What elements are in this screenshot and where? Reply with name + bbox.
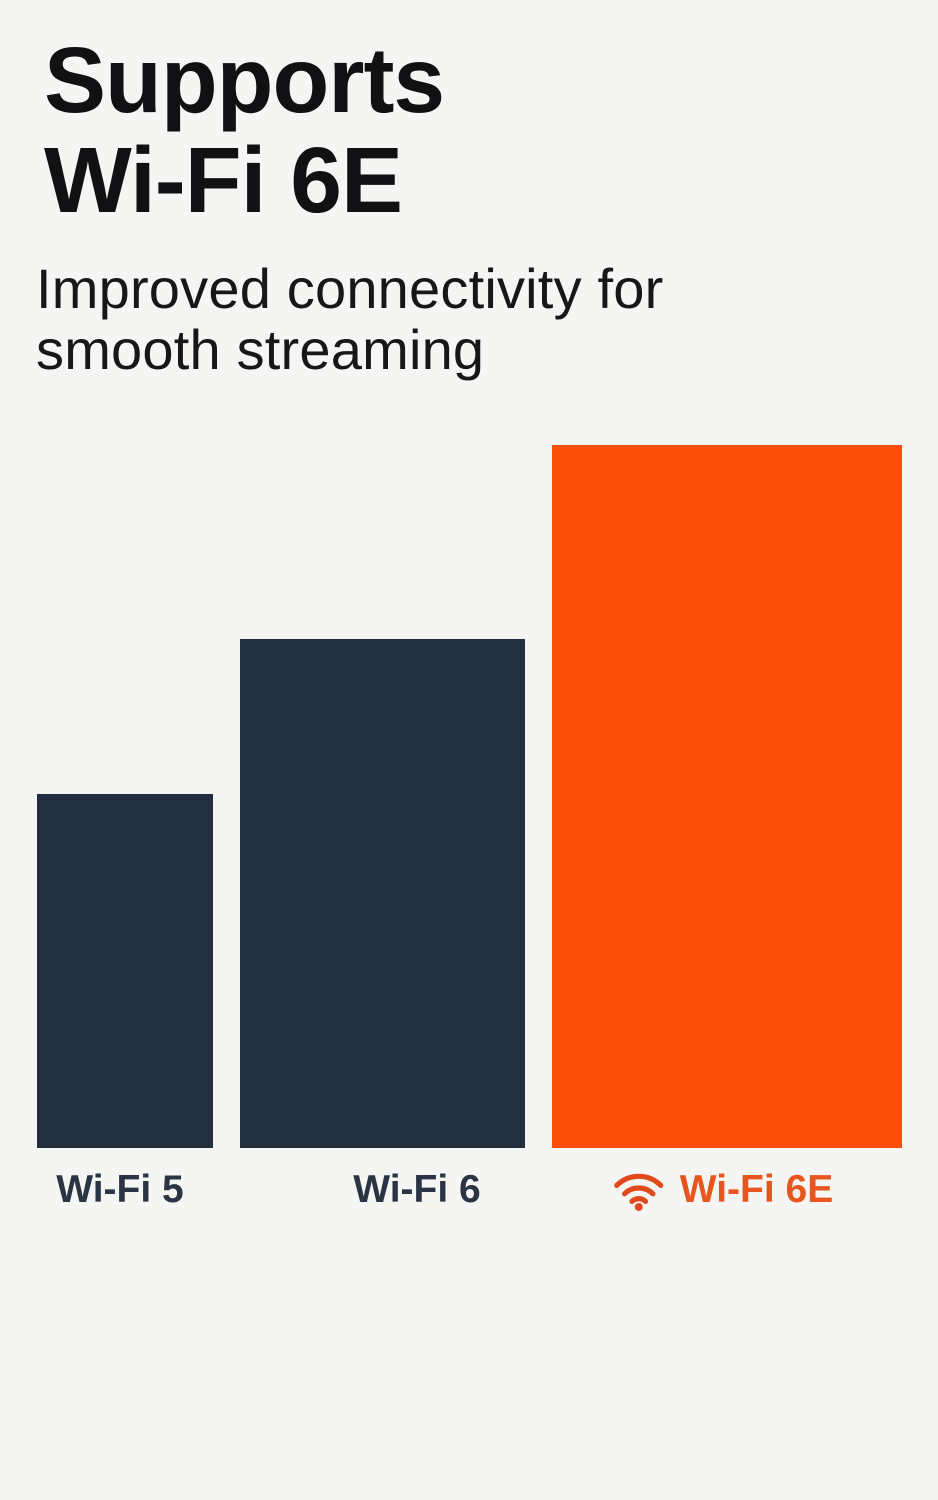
page-subtitle-line2: smooth streaming [36, 318, 485, 381]
page-title-line2: Wi-Fi 6E [44, 128, 403, 232]
bar-wifi-5 [37, 794, 213, 1148]
bar-label-wifi-5: Wi-Fi 5 [56, 1167, 183, 1213]
bar-label-text-wifi-6e: Wi-Fi 6E [679, 1168, 834, 1211]
wifi-icon [614, 1173, 664, 1211]
bar-label-wifi-6e: Wi-Fi 6E [611, 1167, 834, 1213]
page-subtitle-line1: Improved connectivity for [36, 257, 664, 320]
bar-wifi-6e [552, 445, 902, 1148]
page-title: Supports Wi-Fi 6E [44, 28, 445, 232]
bar-label-text-wifi-6: Wi-Fi 6 [353, 1168, 481, 1211]
bar-label-wifi-6: Wi-Fi 6 [353, 1167, 480, 1213]
bar-wifi-6 [240, 639, 525, 1148]
page-title-line1: Supports [44, 28, 445, 132]
bar-label-text-wifi-5: Wi-Fi 5 [56, 1168, 184, 1211]
page-subtitle: Improved connectivity for smooth streami… [36, 258, 663, 380]
